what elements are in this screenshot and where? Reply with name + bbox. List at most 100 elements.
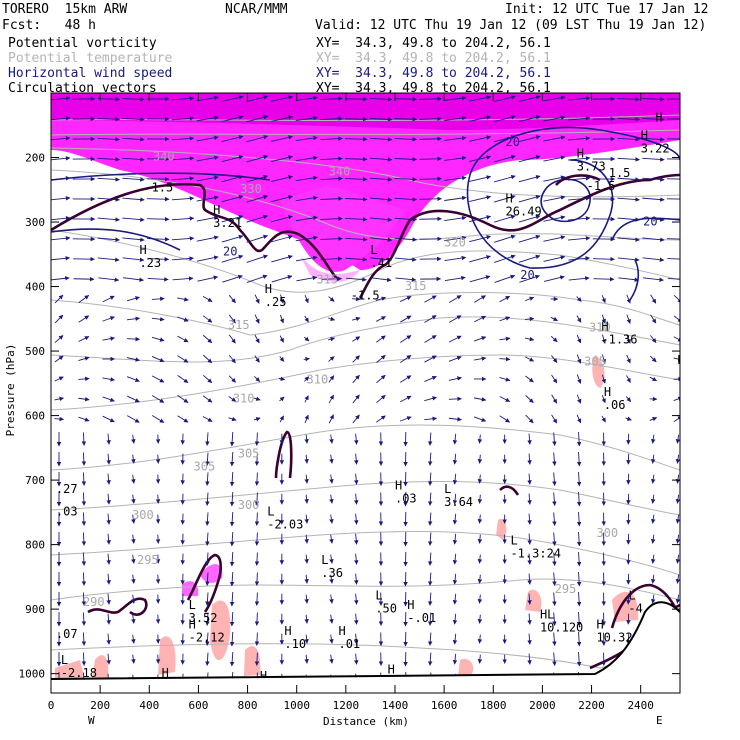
circulation-vector (320, 196, 343, 201)
circulation-vector (304, 534, 309, 544)
circulation-vector (650, 554, 656, 564)
circulation-vector (477, 554, 483, 564)
circulation-vector (246, 214, 269, 223)
circulation-vector (448, 356, 462, 362)
theta-contour-label: 305 (194, 459, 216, 473)
circulation-vector (229, 651, 235, 667)
circulation-vector (448, 396, 462, 402)
circulation-vector (527, 613, 532, 625)
extremum-value: -2.18 (61, 666, 97, 680)
circulation-vector (376, 335, 386, 343)
circulation-vector (617, 197, 640, 202)
circulation-vector (304, 514, 309, 524)
circulation-vector (369, 97, 393, 102)
circulation-vector (576, 374, 582, 384)
legend-xy-vectors: XY= 34.3, 49.8 to 204.2, 56.1 (316, 81, 551, 96)
circulation-vector (424, 375, 437, 382)
circulation-vector (222, 274, 243, 283)
circulation-vector (196, 255, 219, 262)
circulation-vector (295, 215, 318, 222)
circulation-vector (97, 117, 120, 122)
circulation-vector (576, 551, 582, 567)
circulation-vector (400, 355, 412, 363)
circulation-vector (527, 453, 532, 465)
circulation-vector (666, 238, 680, 240)
theta-contour-label: 305 (584, 354, 606, 368)
circulation-vector (617, 257, 640, 262)
circulation-vector (131, 454, 136, 464)
x-tick-label: 1200 (333, 699, 360, 712)
circulation-vector (172, 256, 194, 261)
circulation-vector (328, 296, 335, 302)
circulation-vector (51, 276, 70, 281)
circulation-vector (295, 155, 318, 162)
circulation-vector (131, 614, 136, 624)
circulation-vector (304, 414, 309, 424)
circulation-vector (567, 216, 591, 221)
circulation-vector (551, 374, 558, 384)
circulation-vector (552, 492, 557, 506)
circulation-vector (576, 394, 582, 404)
circulation-vector (525, 296, 535, 302)
circulation-vector (106, 553, 111, 565)
y-tick-label: 700 (25, 474, 45, 487)
circulation-vector (147, 237, 170, 242)
circulation-vector (494, 274, 516, 283)
circulation-vector (271, 215, 293, 223)
circulation-vector (196, 115, 219, 122)
circulation-vector (254, 294, 260, 304)
circulation-vector (369, 217, 393, 222)
circulation-vector (543, 135, 566, 142)
circulation-vector (527, 433, 532, 445)
circulation-vector (394, 197, 418, 202)
circulation-vector (642, 197, 665, 202)
circulation-vector (122, 177, 145, 182)
extremum-marker: H (601, 319, 608, 333)
circulation-vector (147, 196, 170, 202)
circulation-vector (400, 315, 412, 323)
circulation-vector (98, 277, 120, 282)
circulation-vector (254, 612, 260, 626)
extremum-value: -2.03 (267, 517, 303, 531)
legend-label-pv: Potential vorticity (8, 36, 157, 51)
circulation-vector (593, 276, 615, 282)
circulation-vector (642, 217, 665, 222)
circulation-vector (228, 334, 236, 344)
circulation-vector (626, 294, 631, 304)
circulation-vector (473, 356, 487, 361)
circulation-vector (650, 454, 656, 464)
circulation-vector (370, 277, 392, 283)
circulation-vector (196, 195, 219, 202)
x-tick-label: 0 (48, 699, 55, 712)
circulation-vector (394, 217, 418, 222)
circulation-vector (444, 135, 467, 141)
circulation-vector (427, 652, 433, 666)
circulation-vector (370, 257, 392, 263)
circulation-vector (271, 254, 293, 263)
circulation-vector (576, 451, 582, 467)
circulation-vector (131, 594, 136, 604)
circulation-vector (576, 431, 582, 447)
circulation-vector (329, 514, 334, 524)
circulation-vector (304, 474, 309, 484)
circulation-vector (477, 654, 483, 664)
circulation-vector (567, 116, 591, 121)
circulation-vector (626, 334, 631, 344)
circulation-vector (151, 395, 165, 403)
circulation-vector (543, 175, 566, 182)
pv-contour-label: -1.5 (351, 288, 380, 302)
extremum-marker: H (162, 666, 169, 680)
extremum-marker: H (641, 128, 648, 142)
circulation-vector (473, 397, 487, 402)
circulation-vector (576, 611, 582, 627)
circulation-vector (345, 116, 368, 122)
circulation-vector (345, 257, 368, 262)
circulation-vector (376, 394, 386, 404)
circulation-vector (673, 396, 680, 402)
circulation-vector (106, 613, 111, 625)
circulation-vector (205, 512, 210, 526)
circulation-vector (626, 375, 631, 383)
circulation-vector (51, 176, 71, 181)
circulation-vector (626, 354, 631, 364)
circulation-vector (551, 394, 558, 404)
